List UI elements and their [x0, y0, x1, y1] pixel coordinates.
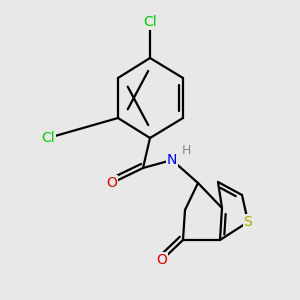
Text: Cl: Cl: [143, 15, 157, 29]
Text: Cl: Cl: [41, 131, 55, 145]
Text: S: S: [244, 215, 252, 229]
Text: O: O: [157, 253, 167, 267]
Text: O: O: [106, 176, 117, 190]
Text: N: N: [167, 153, 177, 167]
Text: H: H: [181, 143, 191, 157]
